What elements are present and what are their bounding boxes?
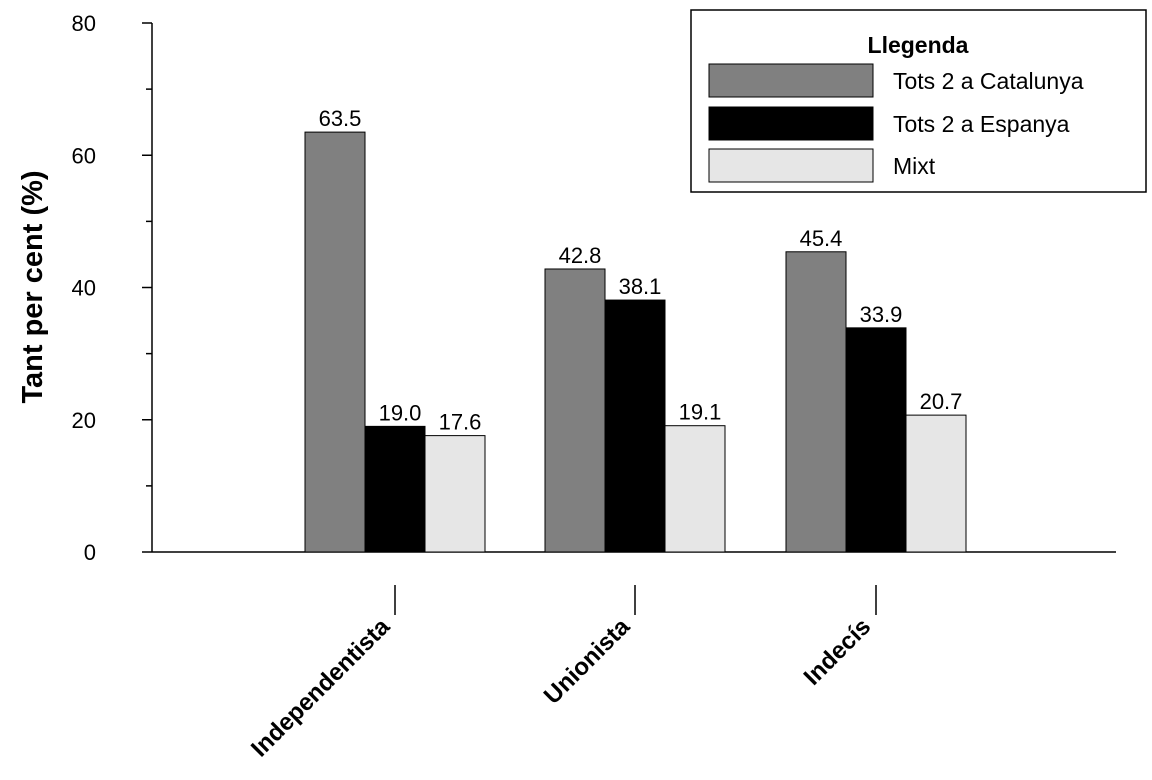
y-axis-label: Tant per cent (%) [17,170,49,403]
legend-swatch [708,63,874,98]
y-tick-label: 40 [72,276,96,301]
y-tick-label: 20 [72,408,96,433]
legend: Llegenda Tots 2 a Catalunya Tots 2 a Espa… [690,9,1147,193]
bar-data-label: 20.7 [920,389,963,414]
bar [905,414,967,553]
legend-entry-label: Tots 2 a Catalunya [893,68,1084,94]
legend-entry-label: Tots 2 a Espanya [893,111,1070,137]
bar [424,435,486,553]
category-label: Indecís [799,613,877,691]
legend-swatch [708,148,874,183]
bar-data-label: 19.1 [679,400,722,425]
bar [664,425,726,553]
category-label: Independentista [246,613,396,763]
bar-data-label: 45.4 [800,226,843,251]
bar [604,299,666,553]
bar-data-label: 42.8 [559,243,602,268]
y-tick-label: 60 [72,143,96,168]
bar [845,327,907,553]
bar-data-label: 63.5 [319,106,362,131]
bar-data-label: 17.6 [439,410,482,435]
y-tick-label: 0 [84,540,96,565]
category-label: Unionista [539,613,636,710]
legend-title: Llegenda [868,32,969,58]
legend-swatch [708,106,874,141]
bar-data-label: 19.0 [379,400,422,425]
bar [544,268,606,553]
legend-entry-label: Mixt [893,153,936,179]
chart-bars [304,131,967,553]
bar [304,131,366,553]
bar-data-label: 38.1 [619,274,662,299]
y-tick-label: 80 [72,11,96,36]
bar [785,251,847,553]
bar [364,425,426,553]
bar-data-label: 33.9 [860,302,903,327]
